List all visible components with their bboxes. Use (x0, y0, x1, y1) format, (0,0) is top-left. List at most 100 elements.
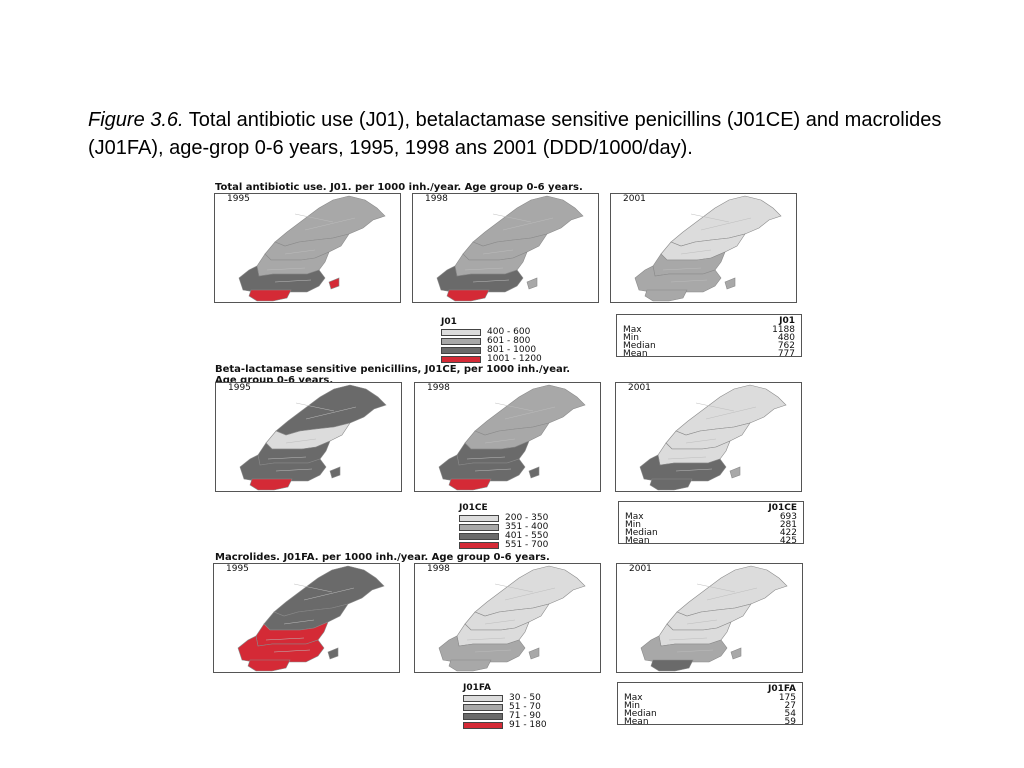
region-island (526, 277, 538, 290)
legend-swatch (459, 524, 499, 531)
panel-year: 1998 (427, 383, 450, 393)
stats-row: Median 762 (623, 341, 795, 351)
legend-range: 351 - 400 (505, 522, 549, 532)
legend: J01CE 200 - 350 351 - 400 401 - 550 551 - 70… (459, 503, 548, 550)
figure-caption: Figure 3.6. Total antibiotic use (J01), … (88, 106, 968, 162)
legend-swatch (463, 695, 503, 702)
region-borders (667, 402, 757, 472)
stats-value: 762 (777, 341, 795, 351)
stats-row: Max 175 (624, 693, 796, 703)
region-borders (265, 583, 355, 653)
legend-range: 801 - 1000 (487, 345, 537, 355)
region-borders (466, 583, 556, 653)
region-island (328, 277, 340, 290)
legend-item: 351 - 400 (459, 523, 548, 532)
region-tip (248, 289, 292, 302)
legend: J01 400 - 600 601 - 800 801 - 1000 1001 - 12… (441, 317, 542, 364)
caption-text: Total antibiotic use (J01), betalactamas… (88, 109, 942, 159)
legend-title: J01FA (463, 683, 491, 693)
stats-row: Min 27 (624, 701, 796, 711)
legend-item: 91 - 180 (463, 721, 547, 730)
legend-title: J01 (441, 317, 457, 327)
legend-swatch (463, 722, 503, 729)
region-borders (662, 213, 752, 283)
map-panel-1995: 1995 (215, 382, 402, 492)
map-panel-1998: 1998 (414, 382, 601, 492)
region-island (724, 277, 736, 290)
stats-value: 59 (784, 717, 796, 727)
map-panel-1995: 1995 (213, 563, 400, 673)
legend-range: 51 - 70 (509, 702, 541, 712)
legend-item: 200 - 350 (459, 514, 548, 523)
panel-year: 1995 (228, 383, 251, 393)
legend: J01FA 30 - 50 51 - 70 71 - 90 91 - 180 (463, 683, 547, 730)
panel-year: 1998 (425, 194, 448, 204)
sweden-map (634, 195, 782, 302)
sweden-map (237, 565, 385, 672)
legend-item: 400 - 600 (441, 328, 542, 337)
legend-range: 601 - 800 (487, 336, 531, 346)
legend-swatch (441, 338, 481, 345)
region-borders (267, 402, 357, 472)
legend-swatch (459, 542, 499, 549)
stats-value: 27 (784, 701, 796, 711)
section-title: Total antibiotic use. J01. per 1000 inh.… (215, 182, 583, 193)
panel-year: 1998 (427, 564, 450, 574)
region-island (528, 647, 540, 660)
stats-value: 480 (777, 333, 795, 343)
stats-header: J01CE (768, 503, 797, 513)
panel-year: 1995 (226, 564, 249, 574)
stats-label: Max (625, 512, 644, 522)
sweden-map (438, 565, 586, 672)
section-title: Macrolides. J01FA. per 1000 inh./year. A… (215, 552, 550, 563)
stats-row: Median 54 (624, 709, 796, 719)
stats-table: J01FA Max 175 Min 27 Median 54 Mean 59 (617, 682, 803, 727)
region-borders (464, 213, 554, 283)
stats-value: 693 (779, 512, 797, 522)
stats-value: 175 (778, 693, 796, 703)
legend-range: 91 - 180 (509, 720, 547, 730)
legend-swatch (441, 329, 481, 336)
legend-range: 200 - 350 (505, 513, 549, 523)
stats-table: J01 Max 1188 Min 480 Median 762 Mean 777 (616, 314, 802, 359)
sweden-map (438, 384, 586, 491)
stats-value: 1188 (772, 325, 795, 335)
legend-item: 551 - 700 (459, 541, 548, 550)
legend-item: 51 - 70 (463, 703, 547, 712)
stats-row: Max 1188 (623, 325, 795, 335)
map-panel-1998: 1998 (412, 193, 599, 303)
legend-swatch (441, 347, 481, 354)
region-borders (668, 583, 758, 653)
legend-swatch (459, 515, 499, 522)
sweden-map (239, 384, 387, 491)
region-tip (448, 659, 492, 672)
stats-value: 54 (784, 709, 796, 719)
legend-item: 30 - 50 (463, 694, 547, 703)
stats-row: Mean 425 (625, 537, 797, 546)
stats-value: 422 (779, 528, 797, 538)
legend-item: 401 - 550 (459, 532, 548, 541)
region-island (327, 647, 339, 660)
sweden-map (640, 565, 788, 672)
legend-range: 551 - 700 (505, 540, 549, 550)
stats-label: Median (623, 341, 656, 351)
stats-label: Mean (624, 717, 649, 727)
legend-item: 1001 - 1200 (441, 355, 542, 364)
stats-label: Min (624, 701, 640, 711)
region-island (528, 466, 540, 479)
legend-item: 801 - 1000 (441, 346, 542, 355)
panel-year: 2001 (629, 564, 652, 574)
region-tip (649, 478, 693, 491)
figure-label: Figure 3.6. (88, 109, 184, 131)
stats-row: Min 281 (625, 520, 797, 530)
stats-label: Median (624, 709, 657, 719)
panel-year: 2001 (623, 194, 646, 204)
stats-label: Max (623, 325, 642, 335)
stats-table: J01CE Max 693 Min 281 Median 422 Mean 425 (618, 501, 804, 546)
stats-label: Min (625, 520, 641, 530)
stats-row: Mean 59 (624, 717, 796, 727)
stats-value: 281 (779, 520, 797, 530)
region-island (730, 647, 742, 660)
stats-label: Min (623, 333, 639, 343)
sweden-map (436, 195, 584, 302)
